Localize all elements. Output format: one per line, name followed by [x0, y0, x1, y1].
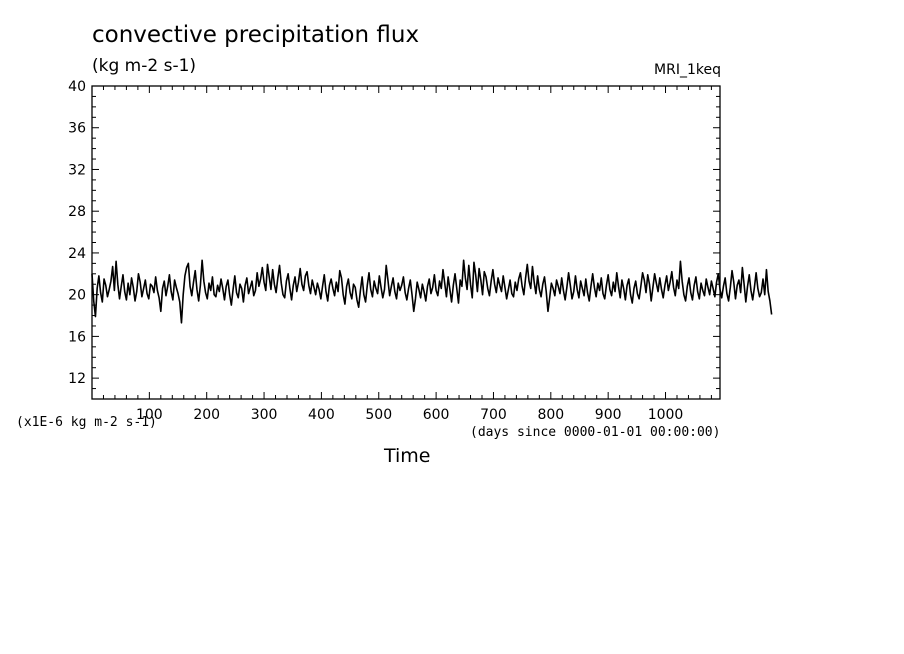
chart-subtitle: (kg m-2 s-1)	[92, 56, 197, 76]
x-tick-label: 200	[193, 407, 220, 423]
y-tick-label: 24	[68, 246, 86, 262]
y-tick-label: 32	[68, 162, 86, 178]
x-tick-label: 700	[480, 407, 507, 423]
y-tick-label: 12	[68, 371, 86, 387]
y-tick-label: 20	[68, 288, 86, 304]
y-tick-label: 16	[68, 329, 86, 345]
plot-frame	[91, 85, 721, 400]
x-tick-label: 600	[423, 407, 450, 423]
x-tick-label: 300	[251, 407, 278, 423]
x-tick-label: 400	[308, 407, 335, 423]
x-tick-label: 800	[537, 407, 564, 423]
x-axis-units-label: (days since 0000-01-01 00:00:00)	[470, 425, 721, 440]
model-label: MRI_1keq	[654, 62, 721, 78]
y-tick-label: 28	[68, 204, 86, 220]
x-axis-title: Time	[384, 445, 431, 467]
y-tick-label: 40	[68, 79, 86, 95]
x-tick-label: 100	[136, 407, 163, 423]
y-tick-label: 36	[68, 121, 86, 137]
series-line	[91, 259, 773, 324]
chart-title: convective precipitation flux	[92, 22, 420, 48]
x-tick-label: 1000	[648, 407, 684, 423]
x-tick-label: 500	[365, 407, 392, 423]
x-tick-label: 900	[595, 407, 622, 423]
y-axis-units-label: (x1E-6 kg m-2 s-1)	[16, 415, 157, 430]
